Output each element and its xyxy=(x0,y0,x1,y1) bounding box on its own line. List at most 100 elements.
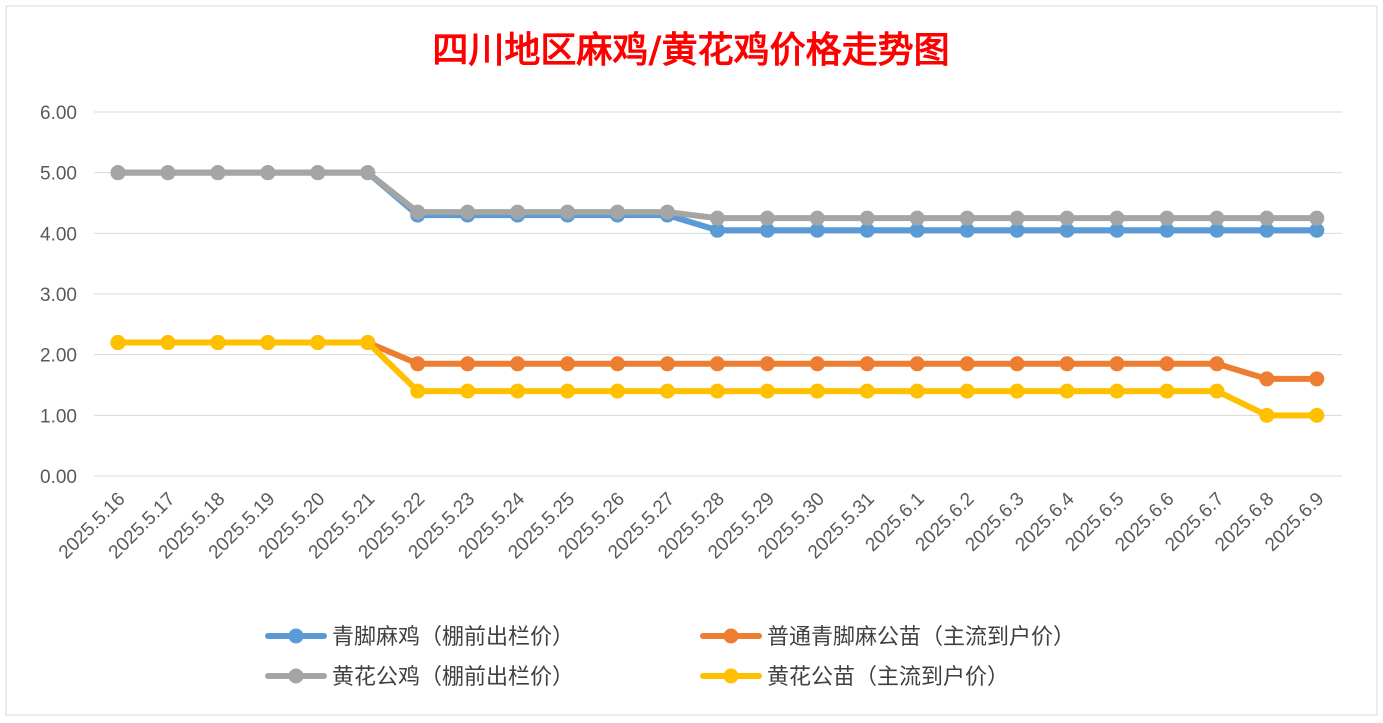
series-3 xyxy=(110,335,1325,423)
legend-swatch-marker xyxy=(288,628,304,644)
series-2 xyxy=(110,165,1325,226)
data-point xyxy=(1009,383,1025,399)
data-point xyxy=(659,383,675,399)
data-point xyxy=(1309,371,1325,387)
data-point xyxy=(460,204,476,220)
data-point xyxy=(959,222,975,238)
data-point xyxy=(560,356,576,372)
legend-swatch-marker xyxy=(723,668,739,684)
data-point xyxy=(859,356,875,372)
data-point xyxy=(1259,222,1275,238)
series-lines xyxy=(110,165,1325,423)
data-point xyxy=(1059,222,1075,238)
data-point xyxy=(1159,210,1175,226)
data-point xyxy=(210,335,226,351)
data-point xyxy=(759,383,775,399)
data-point xyxy=(1109,210,1125,226)
data-point xyxy=(510,356,526,372)
chart-title: 四川地区麻鸡/黄花鸡价格走势图 xyxy=(432,29,949,71)
y-tick-label: 4.00 xyxy=(40,224,77,245)
data-point xyxy=(360,335,376,351)
data-point xyxy=(610,204,625,220)
data-point xyxy=(510,204,526,220)
y-tick-label: 1.00 xyxy=(40,406,77,427)
data-point xyxy=(310,335,326,351)
data-point xyxy=(1309,407,1325,423)
y-tick-label: 3.00 xyxy=(40,285,77,306)
data-point xyxy=(659,356,675,372)
legend-label: 普通青脚麻公苗（主流到户价） xyxy=(767,625,1075,650)
data-point xyxy=(1209,383,1225,399)
data-point xyxy=(1159,356,1175,372)
data-point xyxy=(859,222,875,238)
data-point xyxy=(859,210,875,226)
data-point xyxy=(759,356,775,372)
data-point xyxy=(1259,210,1275,226)
data-point xyxy=(460,383,476,399)
data-point xyxy=(260,165,276,181)
data-point xyxy=(460,356,476,372)
data-point xyxy=(560,383,576,399)
legend-swatch-marker xyxy=(723,628,739,644)
data-point xyxy=(1109,383,1125,399)
data-point xyxy=(410,383,426,399)
data-point xyxy=(709,210,725,226)
data-point xyxy=(909,210,925,226)
data-point xyxy=(959,383,975,399)
data-point xyxy=(709,222,725,238)
data-point xyxy=(909,222,925,238)
data-point xyxy=(759,210,775,226)
data-point xyxy=(510,383,526,399)
y-tick-label: 5.00 xyxy=(40,164,77,185)
data-point xyxy=(160,165,176,181)
legend-label: 黄花公鸡（棚前出栏价） xyxy=(332,665,574,690)
y-axis-tick-labels: 0.00 1.00 2.00 3.00 4.00 5.00 6.00 xyxy=(40,103,77,488)
data-point xyxy=(610,383,625,399)
data-point xyxy=(1109,222,1125,238)
data-point xyxy=(659,204,675,220)
y-tick-label: 2.00 xyxy=(40,346,77,367)
data-point xyxy=(1259,371,1275,387)
data-point xyxy=(1209,222,1225,238)
data-point xyxy=(160,335,176,351)
legend-label: 黄花公苗（主流到户价） xyxy=(767,665,1009,690)
data-point xyxy=(809,356,825,372)
data-point xyxy=(1009,210,1025,226)
data-point xyxy=(959,210,975,226)
legend-label: 青脚麻鸡（棚前出栏价） xyxy=(332,625,574,650)
data-point xyxy=(260,335,276,351)
data-point xyxy=(410,204,426,220)
data-point xyxy=(310,165,326,181)
y-tick-label: 6.00 xyxy=(40,103,77,124)
data-point xyxy=(1059,356,1075,372)
data-point xyxy=(360,165,376,181)
legend: 青脚麻鸡（棚前出栏价） 普通青脚麻公苗（主流到户价） 黄花公鸡（棚前出栏价） 黄花公苗… xyxy=(265,625,1075,690)
data-point xyxy=(909,356,925,372)
legend-swatch-marker xyxy=(288,668,304,684)
data-point xyxy=(110,335,126,351)
data-point xyxy=(809,210,825,226)
data-point xyxy=(560,204,576,220)
data-point xyxy=(110,165,126,181)
y-tick-label: 0.00 xyxy=(40,467,77,488)
data-point xyxy=(1309,210,1325,226)
data-point xyxy=(1259,407,1275,423)
data-point xyxy=(709,356,725,372)
legend-item: 青脚麻鸡（棚前出栏价） xyxy=(265,625,574,650)
data-point xyxy=(1209,356,1225,372)
data-point xyxy=(859,383,875,399)
data-point xyxy=(410,356,426,372)
data-point xyxy=(1009,356,1025,372)
data-point xyxy=(809,383,825,399)
data-point xyxy=(1109,356,1125,372)
data-point xyxy=(1159,383,1175,399)
data-point xyxy=(1009,222,1025,238)
legend-item: 普通青脚麻公苗（主流到户价） xyxy=(700,625,1075,650)
data-point xyxy=(1159,222,1175,238)
data-point xyxy=(959,356,975,372)
data-point xyxy=(709,383,725,399)
data-point xyxy=(759,222,775,238)
data-point xyxy=(210,165,226,181)
